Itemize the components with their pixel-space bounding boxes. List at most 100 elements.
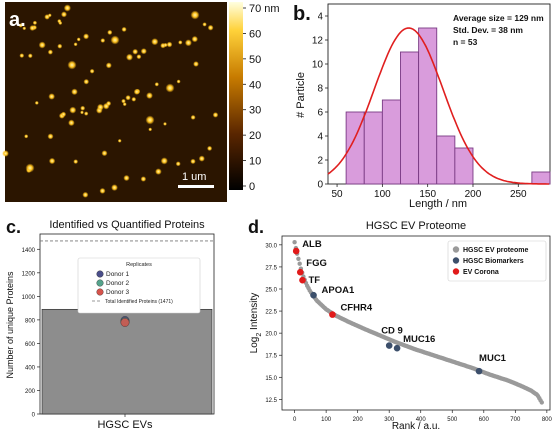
- proteome-x-tick-label: 300: [384, 417, 395, 423]
- panel-label-a: a.: [9, 9, 26, 31]
- proteome-title: HGSC EV Proteome: [366, 220, 466, 232]
- afm-particle: [140, 48, 147, 55]
- afm-particle: [83, 33, 90, 40]
- proteins-y-tick-label: 0: [32, 413, 36, 419]
- proteome-point: [297, 261, 302, 266]
- histogram-bar: [454, 147, 474, 185]
- afm-particle: [145, 115, 155, 125]
- afm-colorbar-tick-label: 20: [249, 130, 261, 142]
- proteins-y-tick-label: 1400: [22, 248, 36, 254]
- proteome-x-tick-label: 400: [416, 417, 427, 423]
- proteome-legend-box: [447, 240, 547, 282]
- highlight-label: CD 9: [381, 326, 403, 337]
- proteome-point: [292, 240, 297, 245]
- afm-particle: [155, 168, 162, 175]
- afm-particle: [148, 127, 153, 132]
- afm-particle: [207, 24, 214, 31]
- afm-particle: [76, 37, 81, 42]
- proteome-legend-marker: [452, 246, 460, 253]
- afm-particle: [25, 163, 35, 173]
- afm-particle: [61, 11, 67, 18]
- afm-particle: [34, 100, 39, 105]
- highlight-point: [292, 247, 300, 255]
- afm-particle: [60, 111, 67, 118]
- afm-scalebar-label: 1 um: [182, 171, 206, 183]
- afm-colorbar-tick-label: 50: [249, 54, 261, 66]
- afm-particle: [111, 184, 118, 192]
- afm-particle: [19, 53, 25, 58]
- histogram-x-tick-label: 200: [465, 189, 482, 200]
- afm-particle: [2, 150, 9, 157]
- proteome-y-tick-label: 30.0: [265, 243, 277, 249]
- histogram-y-tick-label: 2: [317, 156, 323, 167]
- highlight-point: [329, 311, 336, 318]
- highlight-label: APOA1: [322, 285, 355, 296]
- panel-label-d: d.: [248, 217, 264, 237]
- proteome-legend-entry: HGSC Biomarkers: [463, 258, 524, 265]
- afm-particle: [140, 176, 147, 182]
- afm-particle: [18, 23, 23, 28]
- afm-particle: [166, 41, 173, 48]
- proteins-legend-marker: [96, 270, 104, 278]
- proteins-y-tick-label: 600: [25, 342, 36, 348]
- afm-particle: [29, 25, 36, 31]
- afm-particle: [131, 96, 137, 102]
- afm-particle: [83, 78, 90, 85]
- proteins-y-tick-label: 800: [25, 318, 36, 324]
- proteins-legend-entry: Donor 1: [106, 271, 130, 278]
- afm-colorbar: [229, 2, 243, 190]
- afm-colorbar-tick-label: 40: [249, 79, 261, 91]
- panel-label-b: b.: [293, 3, 311, 25]
- histogram-y-tick-label: 0: [317, 180, 323, 191]
- highlight-point: [475, 367, 483, 375]
- afm-particle: [38, 41, 46, 49]
- afm-particle: [105, 62, 112, 69]
- afm-particle: [132, 48, 139, 55]
- proteome-legend: HGSC EV proteome HGSC Biomarkers EV Corona: [447, 240, 547, 282]
- afm-particle: [190, 114, 196, 120]
- histogram-y-tick-label: 10: [312, 60, 324, 71]
- afm-particle: [117, 138, 122, 143]
- afm-particle: [80, 110, 84, 115]
- highlight-label: MUC16: [403, 334, 435, 345]
- highlight-label: FGG: [306, 258, 327, 269]
- afm-particle: [73, 42, 78, 47]
- afm-particle: [89, 68, 95, 74]
- afm-colorbar-tick-label: 30: [249, 105, 261, 117]
- histogram-x-tick-label: 100: [374, 189, 391, 200]
- histogram-x-tick-label: 250: [510, 189, 527, 200]
- proteome-y-tick-label: 27.5: [265, 265, 277, 271]
- highlight-point: [310, 291, 317, 299]
- proteins-legend-marker: [96, 288, 104, 296]
- proteome-x-tick-label: 700: [510, 417, 521, 423]
- afm-colorbar-tick-label: 70 nm: [249, 3, 280, 15]
- afm-particle: [165, 83, 175, 93]
- histogram-y-tick-label: 8: [317, 84, 323, 95]
- afm-particles: [2, 4, 219, 198]
- proteome-x-tick-label: 200: [353, 417, 364, 423]
- afm-particle: [24, 134, 29, 139]
- histogram-y-tick-label: 6: [317, 108, 323, 119]
- afm-particle: [121, 98, 126, 104]
- proteome-x-tick-label: 0: [293, 417, 297, 423]
- afm-colorbar-tick-label: 60: [249, 28, 261, 40]
- afm-particle: [193, 61, 199, 67]
- afm-particle: [160, 157, 168, 165]
- afm-particle: [136, 54, 142, 60]
- afm-particle: [207, 145, 213, 151]
- afm-particle: [198, 155, 205, 162]
- panel-label-c: c.: [6, 217, 21, 237]
- afm-particle: [202, 22, 207, 27]
- afm-particle: [126, 53, 133, 61]
- proteins-legend-entry: Donor 2: [106, 280, 130, 287]
- proteome-legend-marker: [452, 268, 460, 275]
- afm-particle: [67, 60, 77, 70]
- highlight-point: [299, 276, 306, 284]
- proteins-title: Identified vs Quantified Proteins: [49, 219, 205, 231]
- highlight-point: [393, 344, 401, 352]
- proteins-y-tick-label: 200: [25, 389, 36, 395]
- afm-particle: [22, 26, 27, 31]
- afm-particle: [47, 133, 54, 140]
- afm-particle: [106, 100, 112, 107]
